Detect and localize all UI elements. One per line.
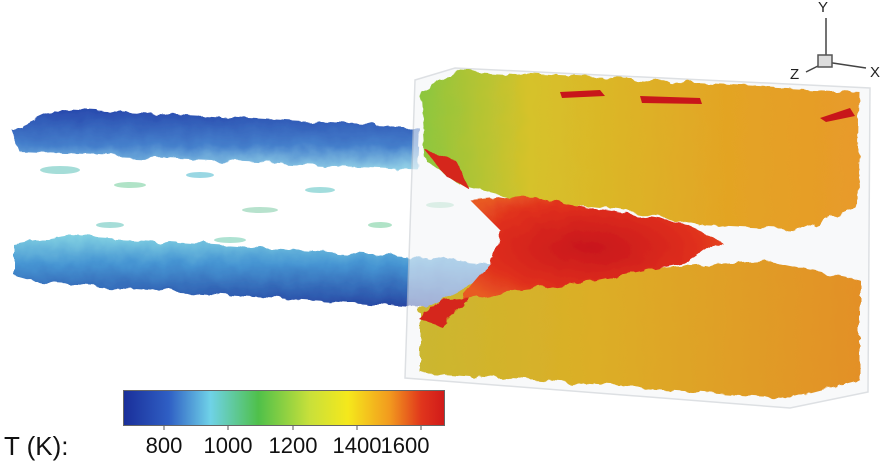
axis-triad <box>805 18 867 73</box>
colorbar-tick-label: 1000 <box>203 433 253 458</box>
temperature-colorbar <box>123 390 445 426</box>
axis-x-label: X <box>870 64 881 81</box>
colorbar-tick-label: 1200 <box>268 433 318 458</box>
colorbar-tick-label: 800 <box>145 433 183 458</box>
inlet-core-fragments <box>40 166 454 243</box>
top-red-streaks <box>560 90 855 122</box>
inlet-upper-stream <box>12 108 420 170</box>
axis-y-label: Y <box>818 0 829 16</box>
colorbar-title: T (K): <box>4 431 69 461</box>
upper-flame-region <box>420 70 860 230</box>
hot-core-region <box>418 150 720 325</box>
colorbar-tick-label: 1400 <box>332 433 382 458</box>
inlet-lower-stream <box>14 235 500 308</box>
lower-flame-region <box>420 260 860 398</box>
axis-z-label: Z <box>790 66 800 83</box>
colorbar-tick-marks <box>163 426 422 430</box>
colorbar-tick-label: 1600 <box>380 433 430 458</box>
